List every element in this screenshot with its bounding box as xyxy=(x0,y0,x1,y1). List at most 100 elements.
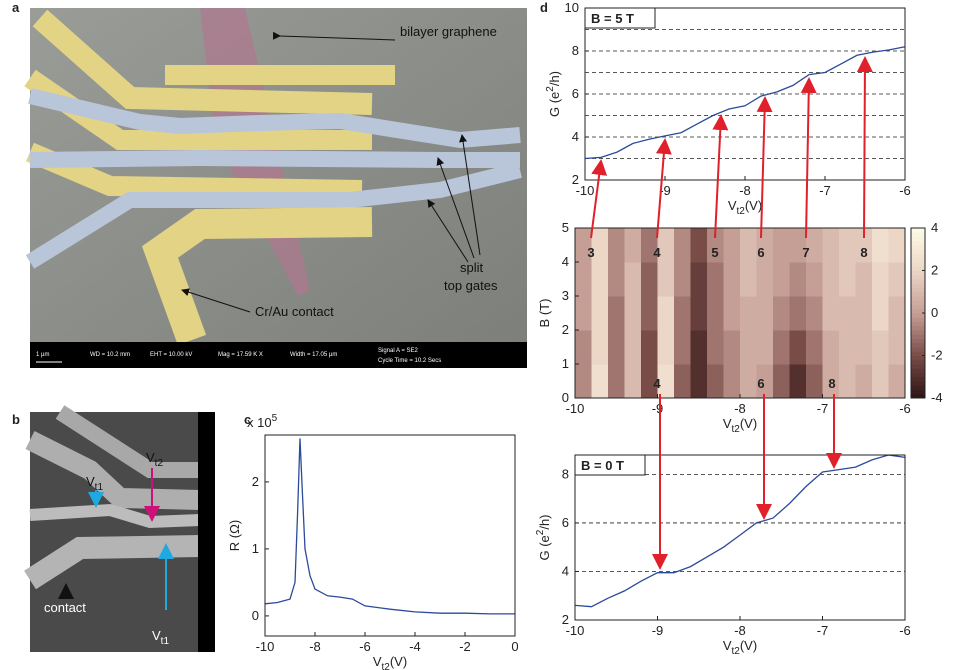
y-tick-label: 8 xyxy=(562,466,569,481)
colorbar-step xyxy=(911,359,925,365)
x-tick-label: -7 xyxy=(817,401,829,416)
heat-cell xyxy=(575,364,592,399)
heat-cell xyxy=(723,296,741,331)
info-text: Width = 17.05 µm xyxy=(290,352,337,358)
y-axis-label-main: G (e xyxy=(537,535,552,560)
x-tick-label: -8 xyxy=(309,639,321,654)
annotation: 4 xyxy=(653,245,661,260)
colorbar-step xyxy=(911,236,925,242)
scale-label-main: x 10 xyxy=(247,415,272,430)
heat-cell xyxy=(839,262,856,297)
y-tick-label: 6 xyxy=(562,515,569,530)
x-axis-label-after: (V) xyxy=(740,638,757,653)
heat-cell xyxy=(657,228,675,263)
info-text: 1 µm xyxy=(36,352,49,358)
x-axis-label-sub: t2 xyxy=(736,206,745,217)
arrow xyxy=(856,56,873,239)
arrow xyxy=(712,114,729,239)
x-axis-label: Vt2(V) xyxy=(373,654,407,670)
heat-cell xyxy=(641,228,658,263)
annotation: Cr/Au contact xyxy=(255,304,334,319)
image-label-main: contact xyxy=(44,600,86,615)
y-tick-label: 2 xyxy=(572,172,579,187)
heat-cell xyxy=(591,228,609,263)
heat-cell xyxy=(855,262,873,297)
colorbar-step xyxy=(911,376,925,382)
y-tick-label: 4 xyxy=(572,129,579,144)
heat-cell xyxy=(591,330,609,365)
colorbar-step xyxy=(911,232,925,237)
colorbar-label: -4 xyxy=(931,390,943,405)
colorbar-step xyxy=(911,325,925,331)
heat-cell xyxy=(773,330,790,365)
y-axis-label-main: G (e xyxy=(547,92,562,117)
image-label-main: V xyxy=(146,450,155,465)
image-label-sub: t1 xyxy=(161,636,170,647)
heat-cell xyxy=(690,296,708,331)
info-text: Signal A = SE2 xyxy=(378,348,419,354)
y-axis-label: G (e2/h) xyxy=(535,514,552,560)
heat-cell xyxy=(773,262,790,297)
x-tick-label: -8 xyxy=(734,401,746,416)
colorbar-step xyxy=(911,249,925,254)
heat-cell xyxy=(855,228,873,263)
heat-cell xyxy=(888,228,906,263)
colorbar-step xyxy=(911,300,925,305)
annotation: 5 xyxy=(711,245,718,260)
heat-cell xyxy=(657,296,675,331)
sem-image-b xyxy=(24,405,215,652)
heat-cell xyxy=(740,228,757,263)
scale-label: x 105 xyxy=(247,413,278,430)
heat-cell xyxy=(608,296,625,331)
heat-cell xyxy=(839,296,856,331)
heat-cell xyxy=(822,262,840,297)
heat-cell xyxy=(641,330,658,365)
x-tick-label: -2 xyxy=(459,639,471,654)
colorbar-label: 0 xyxy=(931,305,938,320)
heat-cell xyxy=(822,330,840,365)
title-box xyxy=(584,7,656,29)
info-text: Cycle Time = 10.2 Secs xyxy=(378,358,441,364)
heat-cell xyxy=(674,330,691,365)
colorbar-step xyxy=(911,364,925,369)
heat-cell xyxy=(740,364,757,399)
colorbar-step xyxy=(911,279,925,284)
colorbar-step xyxy=(911,266,925,271)
annotation: 7 xyxy=(802,245,809,260)
heat-cell xyxy=(690,228,708,263)
panel-label: a xyxy=(12,0,20,15)
image-label-main: V xyxy=(86,474,95,489)
heat-cell xyxy=(756,296,774,331)
axes-frame xyxy=(584,7,906,181)
colorbar-step xyxy=(911,381,925,386)
y-axis-label: G (e2/h) xyxy=(545,71,562,117)
image-label-sub: t2 xyxy=(155,458,164,469)
colorbar-step xyxy=(911,283,925,288)
annotation: 6 xyxy=(757,245,764,260)
heat-cell xyxy=(707,228,724,263)
heat-cell xyxy=(575,228,592,263)
heat-cell xyxy=(756,364,774,399)
heat-cell xyxy=(756,262,774,297)
colorbar-step xyxy=(911,330,925,335)
annotation: bilayer graphene xyxy=(400,24,497,39)
panel-label: b xyxy=(12,412,20,427)
colorbar-step xyxy=(911,287,925,293)
heat-cell xyxy=(608,364,625,399)
heat-cell xyxy=(624,296,642,331)
annotation: 6 xyxy=(757,376,764,391)
heat-cell xyxy=(657,262,675,297)
arrow xyxy=(590,159,608,239)
heat-cell xyxy=(707,330,724,365)
colorbar-step xyxy=(911,317,925,322)
x-tick-label: 0 xyxy=(511,639,518,654)
heat-cell xyxy=(872,262,889,297)
heat-cell xyxy=(641,262,658,297)
heat-cell xyxy=(707,262,724,297)
heat-cell xyxy=(608,262,625,297)
x-tick-label: -6 xyxy=(899,623,911,638)
colorbar-step xyxy=(911,334,925,339)
heat-cell xyxy=(707,296,724,331)
colorbar-step xyxy=(911,304,925,310)
